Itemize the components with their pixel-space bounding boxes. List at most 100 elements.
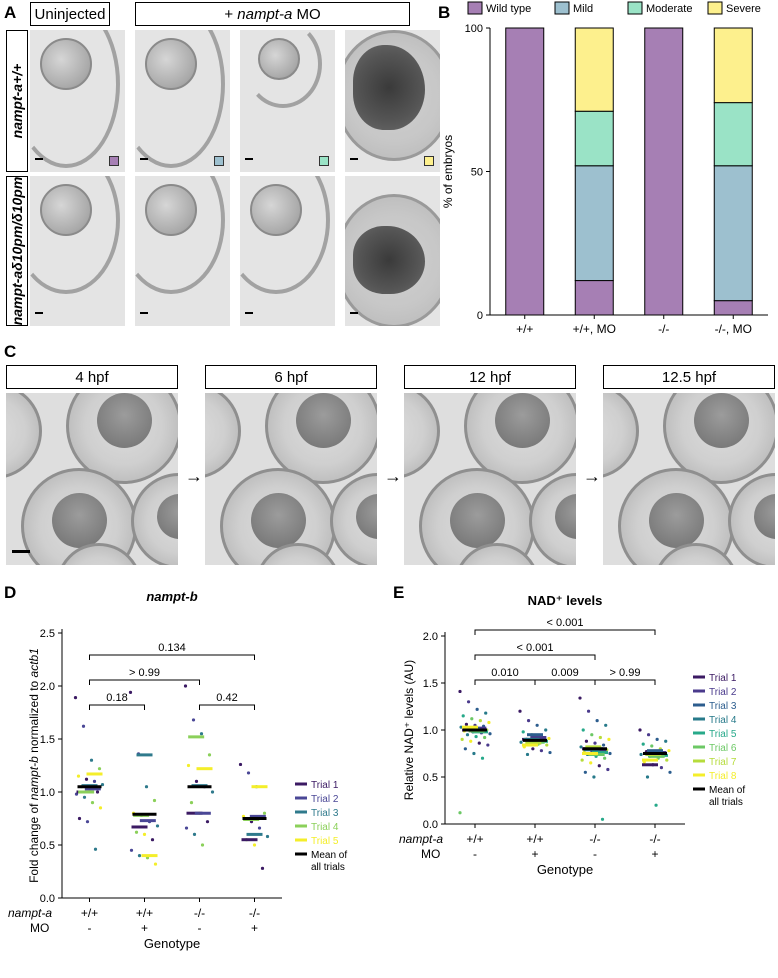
data-point: [579, 745, 583, 749]
embryo: [603, 393, 639, 479]
genotype-label: -/-: [249, 906, 260, 920]
data-point: [659, 766, 664, 770]
data-point: [641, 742, 645, 746]
genotype-label: +/+: [466, 832, 483, 846]
significance-bracket: [89, 704, 145, 710]
data-point: [76, 774, 81, 778]
data-point: [548, 750, 552, 755]
data-point: [478, 719, 482, 723]
nad-levels-scatter-chart: NAD⁺ levels0.00.51.01.52.0+/+-+/++-/---/…: [399, 593, 745, 877]
legend-label: Severe: [726, 3, 761, 15]
data-point: [601, 743, 606, 747]
y-axis-label-part: nampt-b: [27, 756, 41, 800]
data-point: [544, 728, 548, 732]
legend-label: Trial 2: [709, 687, 737, 698]
p-value-label: 0.134: [158, 642, 186, 654]
data-point: [518, 709, 522, 713]
timelapse-frame: [6, 393, 178, 565]
mo-label: +: [651, 847, 658, 861]
cell-mass: [353, 226, 425, 294]
data-point: [192, 832, 197, 836]
genotype-label: -/-: [649, 832, 660, 846]
embryo: [330, 473, 377, 565]
panel-e-label: E: [393, 583, 405, 602]
data-point: [85, 820, 90, 824]
data-point: [142, 832, 147, 836]
data-point: [519, 740, 523, 744]
data-point: [487, 720, 491, 725]
legend-swatch: [707, 1, 723, 15]
header-mo: + nampt-a MO: [135, 2, 410, 26]
embryo: [205, 393, 241, 479]
data-point: [184, 826, 189, 830]
legend-label: Trial 1: [311, 780, 339, 791]
data-point: [597, 764, 601, 768]
data-point: [265, 834, 270, 839]
embryo-blastoderm: [494, 393, 550, 448]
y-axis-label-part: normalized to: [27, 677, 41, 756]
data-point: [608, 751, 612, 756]
y-tick-label: 50: [471, 167, 483, 179]
legend-label: Trial 2: [311, 794, 339, 805]
embryo-blastoderm: [96, 393, 152, 448]
panel-b-label: B: [438, 3, 451, 22]
embryo-blastoderm: [648, 493, 704, 548]
row-label-wildtype-text: nampt-a+/+: [9, 63, 25, 139]
phenotype-swatch: [109, 156, 119, 166]
y-tick-label: 1.5: [423, 678, 438, 690]
data-point: [488, 732, 492, 736]
row-gene-label: nampt-a: [399, 832, 443, 846]
row-label-wildtype: nampt-a+/+: [6, 30, 28, 172]
p-value-label: > 0.99: [610, 667, 641, 679]
data-point: [100, 782, 105, 787]
data-point: [84, 777, 89, 781]
data-point: [667, 749, 671, 753]
significance-bracket: [474, 654, 596, 660]
data-point: [593, 741, 597, 745]
embryo-blastoderm: [449, 493, 505, 548]
data-point: [153, 862, 158, 866]
embryo: [464, 393, 576, 484]
data-point: [262, 811, 267, 815]
legend-label: Trial 5: [709, 729, 737, 740]
data-point: [668, 770, 672, 774]
data-point: [480, 756, 485, 760]
data-point: [584, 739, 589, 743]
data-point: [246, 771, 251, 775]
header-mo-prefix: +: [224, 5, 238, 23]
data-point: [82, 795, 87, 799]
y-tick-label: 2.5: [40, 628, 55, 640]
y-tick-label: 1.0: [423, 725, 438, 737]
data-point: [470, 717, 474, 721]
p-value-label: < 0.001: [546, 617, 583, 629]
x-tick-label: +/+: [516, 322, 533, 336]
embryo-blastoderm: [753, 494, 775, 539]
bar-segment: [574, 110, 614, 167]
data-point: [531, 747, 535, 751]
data-point: [600, 817, 605, 821]
data-point: [469, 739, 473, 743]
embryo: [6, 393, 42, 479]
data-point: [646, 733, 651, 737]
embryo-blastoderm: [295, 393, 351, 448]
mo-label: +: [531, 847, 538, 861]
embryo-photo: [240, 176, 335, 326]
data-point: [205, 820, 210, 824]
data-point: [191, 718, 196, 722]
stacked-bar-chart: Wild type Mild Moderate Severe 0 50 100 % of em…: [441, 1, 768, 336]
data-point: [97, 767, 102, 771]
data-point: [486, 743, 490, 747]
bar-segment: [713, 300, 753, 316]
embryo-blastoderm: [554, 494, 576, 539]
bar-segment: [574, 165, 614, 282]
data-point: [89, 758, 94, 762]
arrow-icon: →: [185, 466, 203, 486]
significance-bracket: [474, 629, 656, 635]
data-point: [200, 843, 205, 847]
p-value-label: 0.009: [551, 667, 579, 679]
row-mo-label: MO: [421, 847, 440, 861]
header-mo-suffix: MO: [292, 5, 321, 23]
embryo: [265, 393, 377, 484]
x-tick-label: +/+, MO: [573, 322, 616, 336]
embryo: [66, 393, 178, 484]
